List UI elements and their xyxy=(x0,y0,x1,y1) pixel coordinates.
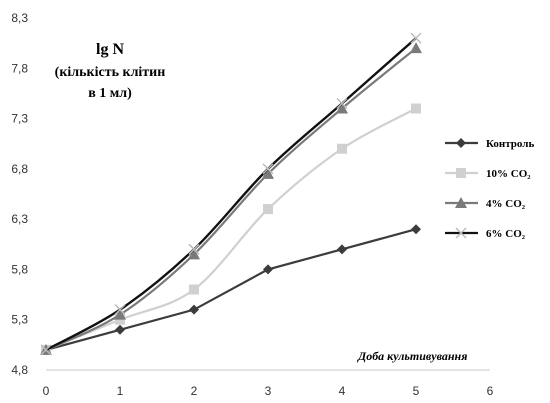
legend-item: 4% CO₂ xyxy=(445,197,526,210)
series-1 xyxy=(41,224,421,355)
legend-label: 10% CO₂ xyxy=(486,168,531,180)
legend-item: Контроль xyxy=(445,138,534,150)
x-tick-label: 3 xyxy=(265,384,272,398)
y-tick-label: 7,3 xyxy=(11,112,28,126)
data-point xyxy=(115,324,125,335)
legend: Контроль 10% CO₂ 4% CO₂ 6% CO₂ xyxy=(445,138,534,240)
y-axis-label-line-2: (кількість клітин xyxy=(55,65,166,80)
data-point xyxy=(410,42,422,54)
x-tick-labels: 0 1 2 3 4 5 6 xyxy=(43,384,494,398)
y-tick-labels: 4,8 5,3 5,8 6,3 6,8 7,3 7,8 8,3 xyxy=(11,11,28,377)
legend-label: 4% CO₂ xyxy=(486,198,526,210)
legend-item: 10% CO₂ xyxy=(445,168,531,180)
x-tick-label: 0 xyxy=(43,384,50,398)
data-point xyxy=(336,102,348,114)
x-axis-label: Доба культивування xyxy=(357,349,467,363)
legend-swatch-marker xyxy=(455,227,467,239)
series-line xyxy=(45,47,417,351)
x-tick-label: 6 xyxy=(487,384,494,398)
series-group xyxy=(40,32,422,356)
data-point xyxy=(411,224,421,235)
data-point xyxy=(188,248,200,260)
data-point xyxy=(410,32,422,44)
x-tick-label: 4 xyxy=(339,384,346,398)
y-tick-label: 7,8 xyxy=(11,61,28,75)
x-tick-label: 1 xyxy=(117,384,124,398)
y-tick-label: 4,8 xyxy=(11,363,28,377)
data-point xyxy=(114,304,126,316)
data-point xyxy=(263,264,273,275)
legend-swatch-marker xyxy=(456,168,466,178)
data-point xyxy=(337,143,347,154)
y-tick-label: 6,8 xyxy=(11,162,28,176)
data-point xyxy=(114,308,126,320)
y-axis-label-line-3: в 1 мл) xyxy=(88,86,132,101)
series-line xyxy=(45,107,417,351)
x-tick-label: 2 xyxy=(191,384,198,398)
data-point xyxy=(262,163,274,175)
series-4 xyxy=(40,32,422,356)
legend-label: Контроль xyxy=(486,138,534,150)
y-tick-label: 6,3 xyxy=(11,212,28,226)
y-tick-label: 8,3 xyxy=(11,11,28,25)
x-tick-label: 5 xyxy=(413,384,420,398)
data-point xyxy=(189,304,199,315)
data-point xyxy=(115,314,125,325)
data-point xyxy=(263,204,273,215)
data-point xyxy=(189,284,199,295)
y-tick-label: 5,3 xyxy=(11,313,28,327)
y-tick-label: 5,8 xyxy=(11,262,28,276)
series-2 xyxy=(41,103,421,355)
legend-label: 6% CO₂ xyxy=(486,228,526,240)
data-point xyxy=(188,243,200,255)
series-line xyxy=(45,228,417,351)
legend-swatch-marker xyxy=(455,197,467,208)
data-point xyxy=(262,167,274,179)
legend-item: 6% CO₂ xyxy=(445,227,526,240)
data-point xyxy=(411,103,421,114)
data-point xyxy=(337,244,347,255)
series-line xyxy=(45,37,417,351)
legend-swatch-marker xyxy=(456,138,466,148)
y-axis-label-line-1: lg N xyxy=(96,41,124,58)
data-point xyxy=(336,97,348,110)
data-point xyxy=(40,344,52,356)
